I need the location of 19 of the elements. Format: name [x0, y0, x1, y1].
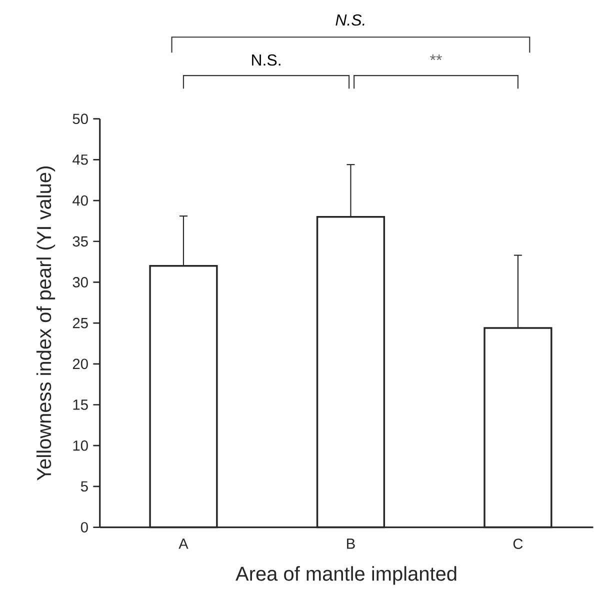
x-tick-label: B: [347, 538, 355, 549]
y-tick-label: 25: [72, 318, 88, 328]
x-tick-label: A: [178, 538, 188, 549]
text: N.S.: [336, 14, 364, 26]
y-tick-label: 45: [72, 154, 88, 165]
y-tick-label: 35: [72, 236, 88, 246]
y-tick-label: 15: [73, 400, 88, 410]
text: **: [430, 54, 442, 60]
text: N.S.: [252, 54, 280, 66]
y-tick-label: 50: [72, 114, 88, 124]
x-tick-label: C: [513, 538, 523, 549]
y-tick-label: 40: [72, 195, 88, 206]
y-tick-label: 10: [73, 440, 88, 451]
y-tick-label: 30: [72, 276, 88, 288]
y-tick-label: 20: [72, 358, 88, 370]
x-axis-title: Area of mantle implanted: [236, 566, 456, 585]
y-tick-label: 0: [80, 522, 88, 532]
y-axis-title: Yellowness index of pearl (YI value): [36, 166, 56, 480]
y-tick-label: 5: [80, 481, 88, 492]
